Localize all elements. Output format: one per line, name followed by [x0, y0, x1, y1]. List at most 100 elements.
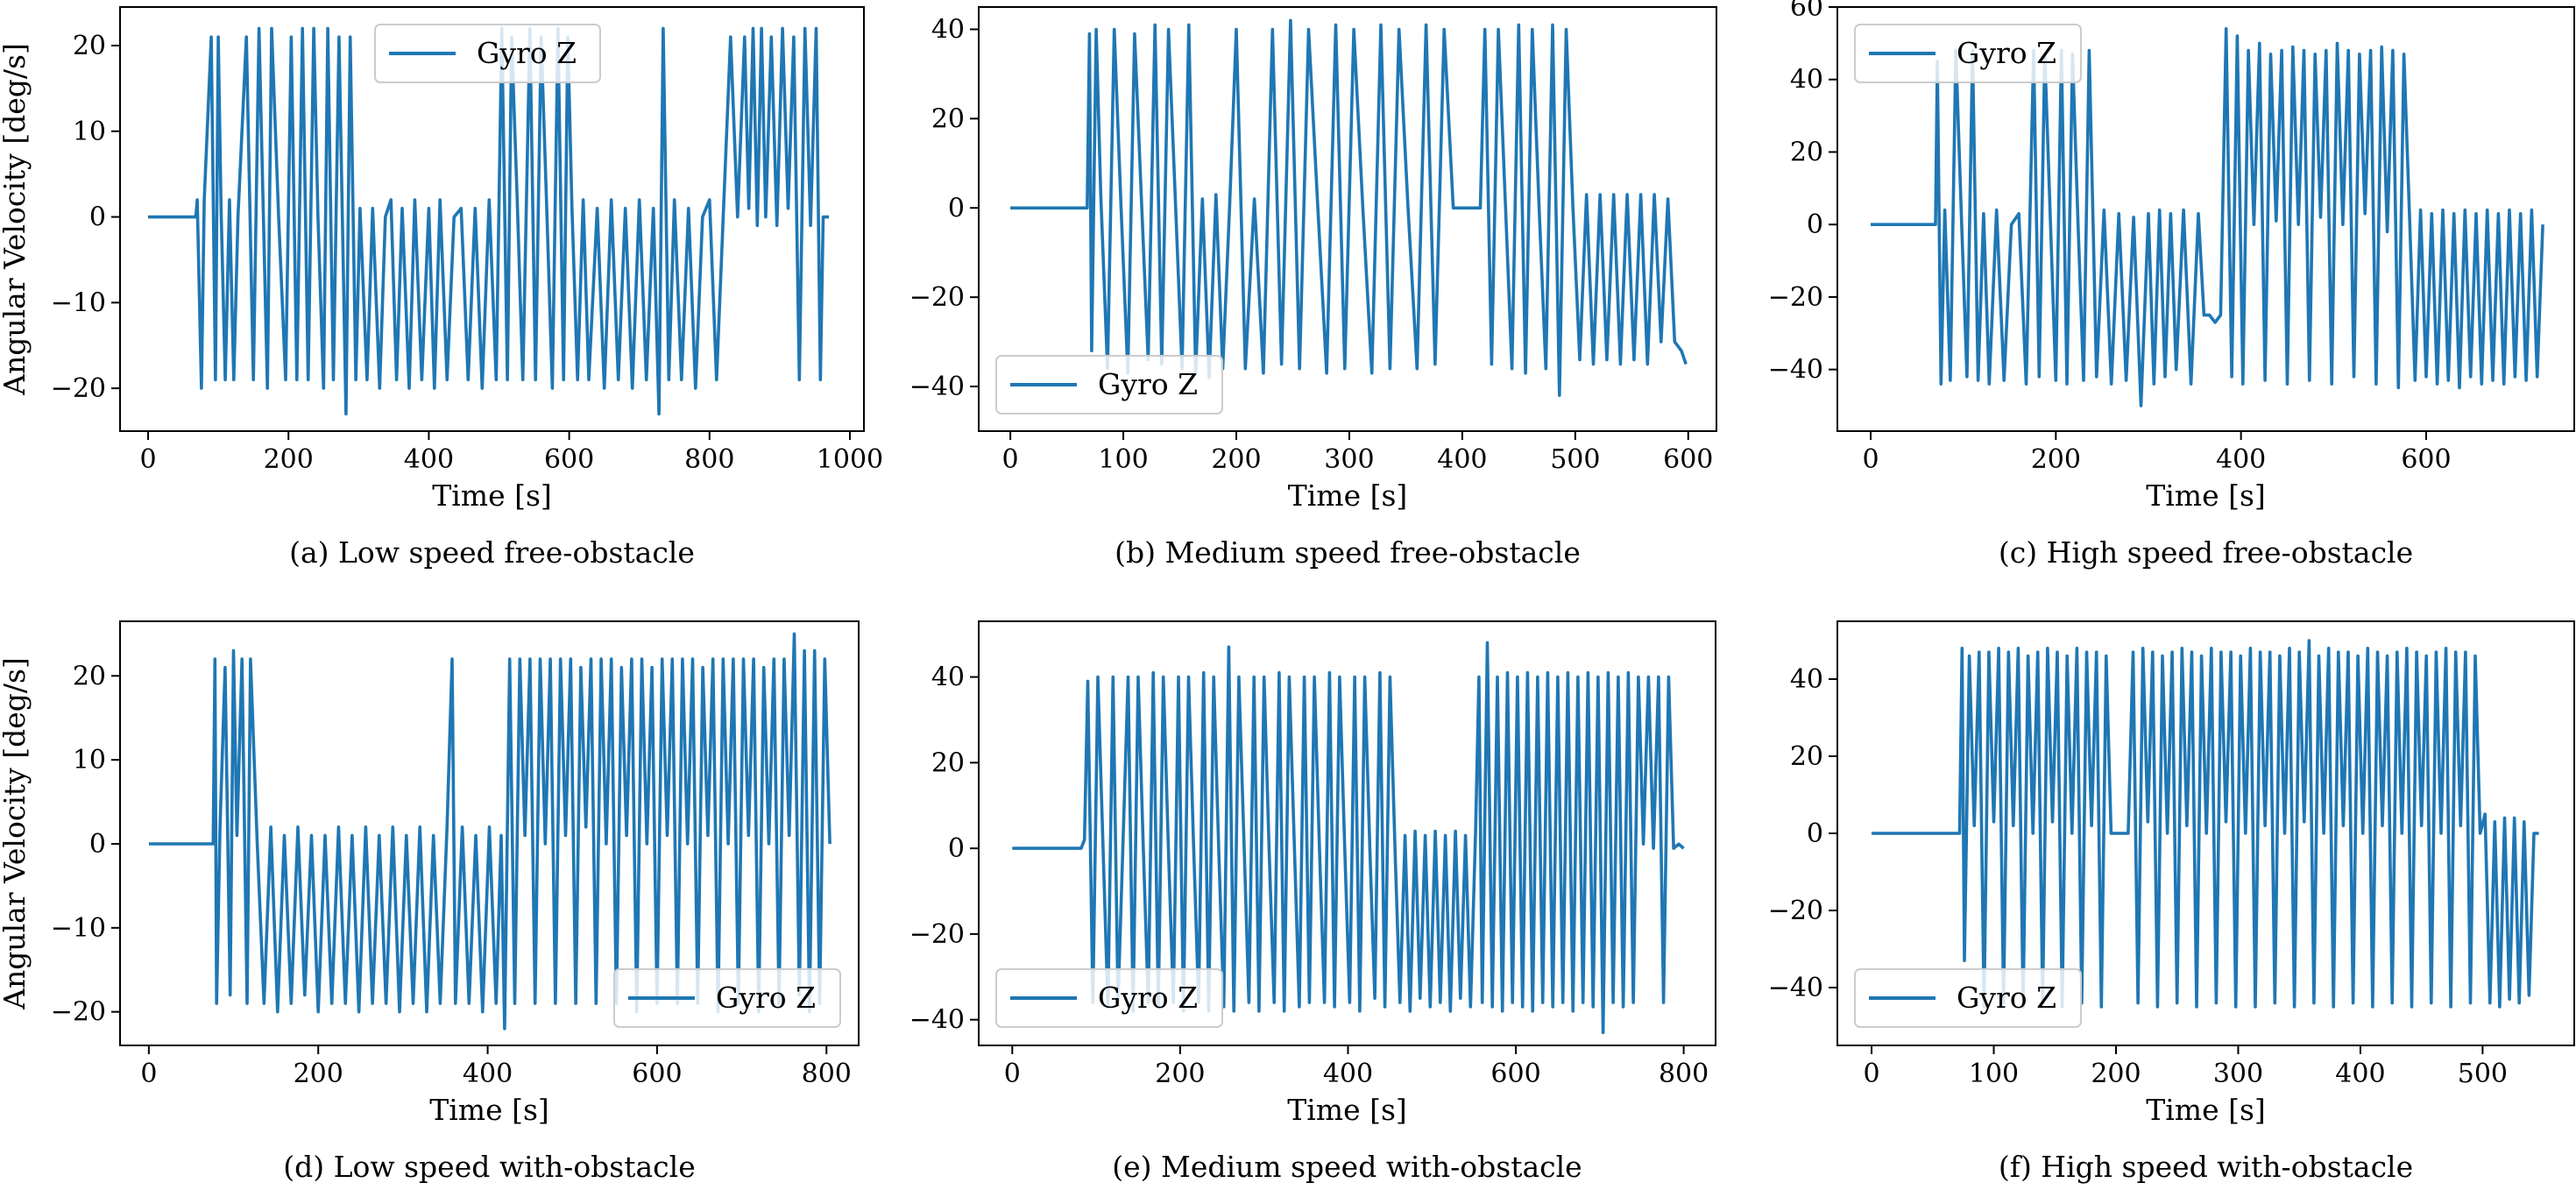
- x-tick-label: 0: [1004, 1059, 1021, 1089]
- x-tick-label: 500: [1550, 444, 1600, 475]
- y-tick-label: 0: [948, 833, 965, 864]
- legend-label: Gyro Z: [716, 981, 816, 1015]
- subfigure-caption: (a) Low speed free-obstacle: [289, 535, 695, 570]
- x-tick-label: 200: [2091, 1059, 2141, 1089]
- legend-label: Gyro Z: [1957, 36, 2056, 70]
- legend-box: [995, 968, 1223, 1028]
- legend-label: Gyro Z: [1098, 981, 1198, 1015]
- y-tick-label: 20: [73, 661, 106, 691]
- legend-label: Gyro Z: [477, 36, 577, 70]
- y-tick-label: −10: [51, 913, 106, 944]
- y-tick-label: 0: [89, 829, 106, 860]
- x-tick-label: 0: [1862, 444, 1879, 475]
- x-tick-label: 500: [2458, 1059, 2508, 1089]
- y-tick-label: −20: [51, 373, 106, 404]
- x-tick-label: 600: [2401, 444, 2451, 475]
- x-tick-label: 0: [140, 1059, 157, 1089]
- x-axis-label: Time [s]: [1287, 1093, 1407, 1127]
- y-tick-label: 20: [931, 103, 965, 134]
- legend: Gyro Z: [1854, 24, 2082, 83]
- x-tick-label: 200: [2031, 444, 2081, 475]
- x-tick-label: 600: [632, 1059, 682, 1089]
- legend: Gyro Z: [1854, 968, 2082, 1028]
- subfigure-caption: (f) High speed with-obstacle: [1999, 1150, 2413, 1184]
- x-tick-label: 300: [2213, 1059, 2263, 1089]
- y-tick-label: 40: [1790, 65, 1823, 96]
- x-tick-label: 400: [463, 1059, 513, 1089]
- x-tick-label: 0: [139, 444, 156, 475]
- x-tick-label: 200: [1155, 1059, 1205, 1089]
- x-axis-label: Time [s]: [429, 1093, 549, 1127]
- x-tick-label: 200: [294, 1059, 343, 1089]
- x-tick-label: 400: [1323, 1059, 1373, 1089]
- x-tick-label: 800: [1659, 1059, 1709, 1089]
- x-tick-label: 200: [264, 444, 314, 475]
- x-tick-label: 600: [1663, 444, 1713, 475]
- legend: Gyro Z: [613, 968, 841, 1028]
- x-tick-label: 400: [404, 444, 454, 475]
- series-line: [148, 26, 829, 416]
- legend: Gyro Z: [995, 355, 1223, 414]
- x-tick-label: 400: [2216, 444, 2266, 475]
- x-tick-label: 200: [1211, 444, 1261, 475]
- series-line: [1872, 639, 2539, 1009]
- series-line: [148, 632, 832, 1031]
- y-tick-label: −20: [1768, 282, 1823, 313]
- x-tick-label: 0: [1864, 1059, 1880, 1089]
- x-tick-label: 600: [1490, 1059, 1540, 1089]
- y-tick-label: −20: [909, 282, 965, 313]
- y-tick-label: −20: [51, 997, 106, 1028]
- x-tick-label: 400: [2335, 1059, 2385, 1089]
- y-tick-label: −10: [51, 287, 106, 318]
- y-tick-label: 10: [73, 117, 106, 147]
- legend-box: [1854, 24, 2082, 83]
- x-tick-label: 800: [684, 444, 734, 475]
- y-tick-label: 40: [931, 662, 965, 693]
- y-tick-label: 20: [931, 747, 965, 778]
- x-axis-label: Time [s]: [432, 478, 552, 513]
- y-tick-label: 40: [1790, 664, 1823, 695]
- series-line: [1012, 641, 1685, 1035]
- legend-label: Gyro Z: [1957, 981, 2056, 1015]
- chart-panel: 0 100 200 300 400 500 600 −40 −20 0 20 40 Time [s] (b…: [909, 6, 1717, 570]
- y-tick-label: 20: [1790, 741, 1823, 772]
- series-line: [1010, 18, 1688, 398]
- y-tick-label: 0: [1807, 209, 1823, 240]
- legend-box: [995, 355, 1223, 414]
- x-tick-label: 300: [1324, 444, 1374, 475]
- subfigure-caption: (e) Medium speed with-obstacle: [1112, 1150, 1582, 1184]
- y-tick-label: −20: [909, 919, 965, 950]
- y-tick-label: 10: [73, 745, 106, 776]
- y-tick-label: −40: [1768, 355, 1823, 386]
- subfigure-caption: (d) Low speed with-obstacle: [283, 1150, 696, 1184]
- x-axis-label: Time [s]: [2146, 478, 2266, 513]
- x-axis-label: Time [s]: [2146, 1093, 2266, 1127]
- chart-panel: 0 200 400 600 800 −40 −20 0 20 40 Time [s] (e) Medi…: [909, 620, 1716, 1184]
- x-tick-label: 800: [802, 1059, 852, 1089]
- x-tick-label: 0: [1002, 444, 1019, 475]
- chart-panel: 0 200 400 600 −40 −20 0 20 40 60 Time [s] (c) High …: [1768, 0, 2575, 570]
- x-tick-label: 1000: [817, 444, 883, 475]
- plot-frame: [978, 6, 1717, 432]
- y-tick-label: 0: [948, 193, 965, 223]
- legend: Gyro Z: [374, 24, 601, 83]
- y-tick-label: 60: [1790, 0, 1823, 23]
- y-tick-label: 40: [931, 14, 965, 45]
- y-tick-label: 0: [89, 202, 106, 233]
- legend-box: [1854, 968, 2082, 1028]
- y-tick-label: −40: [909, 372, 965, 402]
- chart-panel: 0 200 400 600 800 −20 −10 0 10 20 Time [s] Angular …: [0, 620, 860, 1184]
- y-tick-label: −40: [1768, 973, 1823, 1003]
- x-tick-label: 100: [1098, 444, 1148, 475]
- chart-panel: 0 200 400 600 800 1000 −20 −10 0 10 20 Time [s] Angu…: [0, 6, 883, 570]
- legend-label: Gyro Z: [1098, 367, 1198, 401]
- y-axis-label: Angular Velocity [deg/s]: [0, 43, 32, 396]
- plot-frame: [119, 6, 865, 432]
- y-tick-label: −20: [1768, 896, 1823, 926]
- plot-frame: [119, 620, 860, 1046]
- x-tick-label: 100: [1969, 1059, 2019, 1089]
- plot-frame: [1836, 6, 2575, 432]
- y-axis-label: Angular Velocity [deg/s]: [0, 657, 32, 1010]
- x-tick-label: 600: [544, 444, 594, 475]
- y-tick-label: −40: [909, 1005, 965, 1036]
